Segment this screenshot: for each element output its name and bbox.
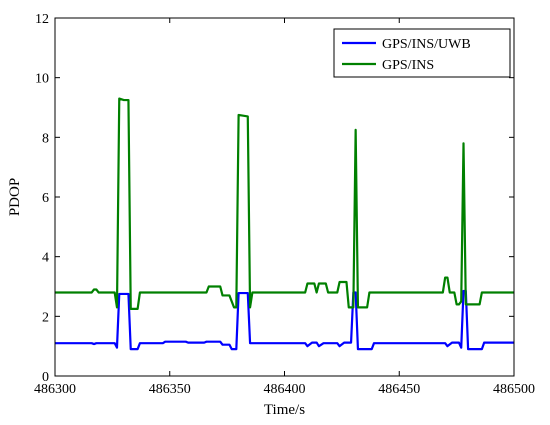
y-tick-label-6: 12 bbox=[35, 12, 49, 27]
y-tick-label-4: 8 bbox=[42, 131, 49, 146]
legend-label-1: GPS/INS bbox=[382, 58, 434, 73]
legend-label-0: GPS/INS/UWB bbox=[382, 37, 471, 52]
x-tick-label-1: 486350 bbox=[149, 382, 191, 397]
y-tick-label-5: 10 bbox=[35, 72, 49, 87]
y-tick-label-0: 0 bbox=[42, 370, 49, 385]
y-tick-label-1: 2 bbox=[42, 310, 49, 325]
x-tick-label-4: 486500 bbox=[493, 382, 535, 397]
y-tick-label-3: 6 bbox=[42, 191, 49, 206]
y-tick-label-2: 4 bbox=[42, 251, 49, 266]
y-axis-label: PDOP bbox=[7, 178, 23, 216]
plot-background bbox=[55, 18, 514, 376]
x-tick-label-0: 486300 bbox=[34, 382, 76, 397]
x-axis-label: Time/s bbox=[264, 402, 305, 418]
x-tick-label-3: 486450 bbox=[378, 382, 420, 397]
legend-box bbox=[333, 28, 511, 78]
series-line-1 bbox=[55, 97, 514, 310]
tick-layer: 486300 486350 486400 486450 486500 0 2 4 6 8 10 12 bbox=[34, 12, 535, 397]
legend: GPS/INS/UWB GPS/INS bbox=[333, 28, 511, 78]
series-layer bbox=[55, 97, 514, 351]
series-line-0 bbox=[55, 289, 514, 351]
x-tick-label-2: 486400 bbox=[264, 382, 306, 397]
